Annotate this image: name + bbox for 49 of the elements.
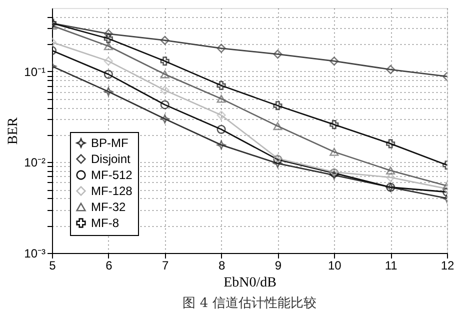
point [104, 42, 113, 50]
point [104, 29, 113, 38]
point [330, 120, 339, 130]
y-tick-label: 10⁻³ [24, 246, 46, 260]
point [273, 50, 282, 59]
point [104, 70, 113, 79]
point [273, 101, 282, 110]
x-tick-label: 12 [440, 258, 454, 272]
point [104, 87, 113, 96]
y-tick-label: 10⁻² [24, 156, 46, 170]
legend-label: MF-8 [91, 216, 120, 230]
point [104, 34, 113, 44]
x-axis-title: EbN0/dB [224, 276, 276, 290]
point [160, 36, 170, 45]
point [104, 56, 113, 66]
point [160, 100, 170, 110]
point [160, 70, 170, 78]
point [386, 172, 396, 182]
x-tick-label: 6 [106, 258, 113, 272]
point [216, 44, 226, 53]
point [273, 158, 282, 168]
point [273, 122, 282, 130]
legend-label: BP-MF [91, 136, 128, 150]
x-tick-label: 11 [384, 258, 398, 272]
x-tick-label: 9 [274, 258, 282, 272]
caption: 图 4 信道估计性能比较 [182, 296, 316, 311]
y-axis-title: BER [6, 116, 22, 145]
point [216, 94, 226, 103]
x-tick-label: 10 [328, 258, 342, 272]
point [330, 56, 339, 66]
point [216, 80, 226, 90]
point [160, 56, 170, 66]
point [216, 110, 226, 120]
point [330, 148, 339, 156]
legend-label: Disjoint [91, 152, 132, 166]
point [386, 139, 396, 148]
y-tick-label: 10⁻¹ [24, 64, 46, 79]
x-tick-label: 7 [162, 258, 170, 272]
point [386, 65, 396, 74]
x-tick-label: 5 [49, 258, 56, 272]
point [160, 86, 170, 95]
point [160, 114, 170, 124]
legend-label: MF-512 [91, 168, 133, 182]
point [386, 166, 396, 175]
legend-label: MF-32 [91, 200, 126, 214]
point [216, 140, 226, 150]
point [216, 124, 226, 134]
legend-label: MF-128 [91, 184, 133, 198]
x-tick-label: 8 [218, 258, 226, 272]
